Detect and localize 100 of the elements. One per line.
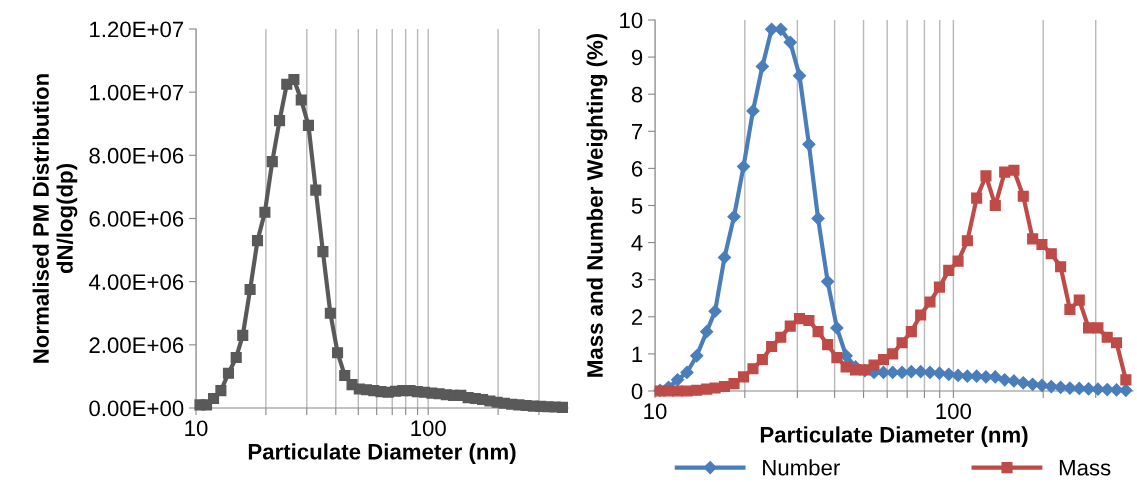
point: [310, 184, 322, 196]
y-tick-label: 3: [631, 272, 643, 288]
point: [831, 352, 843, 364]
y-tick-label: 5: [631, 198, 643, 214]
x-axis-title: Particulate Diameter (nm): [248, 443, 516, 465]
point: [331, 347, 344, 359]
point: [324, 307, 336, 319]
point: [1027, 233, 1039, 245]
point: [1016, 376, 1030, 390]
point: [756, 353, 768, 366]
point: [1073, 294, 1085, 306]
point: [273, 115, 286, 127]
point: [1092, 322, 1104, 334]
point: [244, 284, 256, 296]
y-tick-label: 1: [632, 346, 643, 362]
point: [215, 385, 227, 397]
point: [774, 22, 788, 36]
point: [728, 378, 740, 390]
point: [1036, 238, 1048, 251]
point: [1045, 248, 1057, 260]
point: [1044, 379, 1058, 394]
point: [775, 331, 787, 343]
y-tick-label: 7: [631, 124, 643, 140]
y-tick-label: 0: [631, 383, 643, 400]
point: [802, 137, 816, 151]
point: [708, 304, 722, 318]
y-tick-label: 4: [631, 235, 643, 251]
point: [998, 373, 1012, 387]
point: [339, 369, 351, 382]
point: [784, 320, 796, 332]
y-tick-label: 8: [631, 86, 643, 103]
point: [952, 255, 964, 267]
point: [821, 274, 835, 289]
y-tick-label: 2.00E+06: [89, 337, 184, 354]
point: [783, 35, 797, 49]
point: [868, 359, 880, 371]
point: [690, 349, 704, 363]
point: [691, 384, 703, 396]
point: [288, 73, 300, 86]
point: [755, 59, 769, 73]
point: [302, 119, 315, 131]
point: [895, 365, 909, 380]
point: [933, 281, 945, 293]
point: [746, 104, 760, 118]
y-tick-label: 6: [631, 160, 643, 177]
point: [1072, 381, 1086, 395]
y-tick-label: 2: [631, 309, 643, 325]
y-tick-label: 10: [620, 12, 643, 29]
point: [736, 159, 751, 174]
point: [266, 156, 278, 168]
point: [830, 321, 844, 335]
point: [803, 314, 815, 327]
y-tick-label: 8.00E+06: [89, 147, 184, 164]
point: [1100, 382, 1114, 397]
point: [932, 366, 947, 380]
point: [896, 337, 908, 349]
point: [737, 371, 750, 383]
point: [670, 373, 685, 387]
point: [943, 264, 955, 276]
point: [1035, 378, 1049, 393]
point: [237, 329, 249, 341]
point: [971, 192, 983, 204]
point: [905, 326, 917, 338]
point: [811, 211, 825, 226]
point: [989, 199, 1001, 212]
point: [700, 325, 714, 339]
y-tick-label: 0.00E+00: [89, 400, 184, 417]
point: [951, 368, 965, 383]
y-tick-label: 4.00E+06: [88, 274, 184, 290]
point: [230, 351, 242, 364]
point: [251, 235, 264, 247]
point: [317, 246, 329, 258]
point: [295, 94, 307, 106]
legend-label: Mass: [1059, 460, 1111, 476]
y-axis-title: Normalised PM Distribution dN/log(dp): [32, 74, 78, 363]
point: [259, 206, 271, 218]
point: [727, 210, 741, 224]
point: [1064, 303, 1076, 315]
point: [915, 309, 927, 321]
point: [1119, 383, 1133, 397]
point: [923, 365, 937, 380]
y-tick-label: 6.00E+06: [89, 211, 184, 227]
point: [222, 367, 235, 379]
point: [709, 382, 721, 394]
point: [1017, 190, 1029, 202]
point: [887, 348, 899, 360]
point: [812, 326, 824, 338]
x-axis-title: Particulate Diameter (nm): [760, 426, 1028, 448]
point: [556, 401, 569, 413]
point: [792, 69, 807, 83]
point: [1008, 164, 1020, 176]
y-tick-label: 1.20E+07: [90, 21, 184, 38]
point: [766, 340, 778, 353]
y-axis-title: Mass and Number Weighting (%): [586, 33, 608, 377]
y-tick-label: 9: [631, 49, 643, 66]
x-tick-label: 100: [936, 403, 972, 420]
point: [988, 370, 1002, 384]
point: [877, 353, 890, 366]
point: [681, 385, 693, 397]
point: [822, 339, 834, 351]
